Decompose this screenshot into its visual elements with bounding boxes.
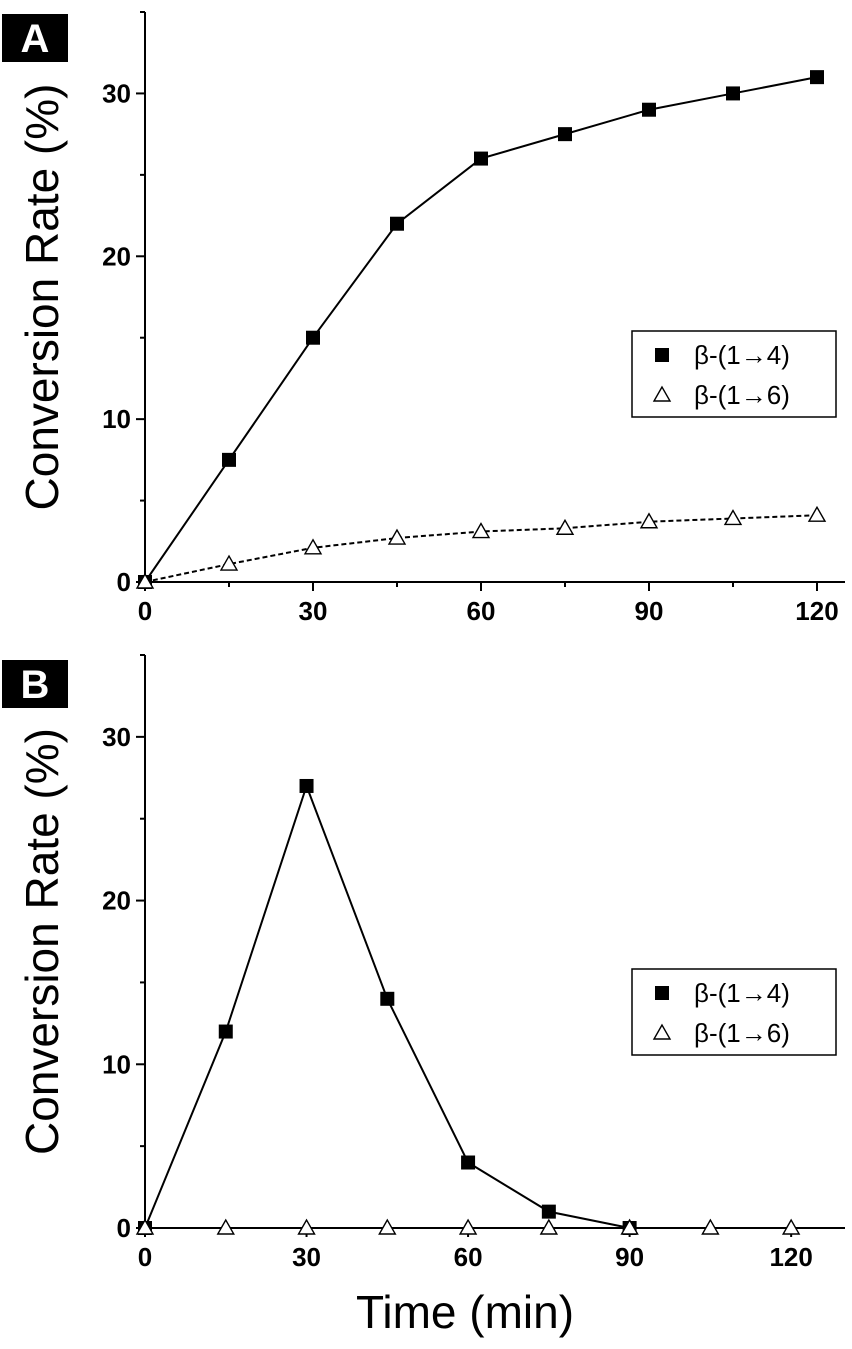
data-point [781, 1218, 801, 1235]
data-point [303, 538, 323, 555]
x-tick-label: 90 [615, 1242, 644, 1272]
legend-marker [652, 385, 672, 402]
legend: β-(1→4) β-(1→6) [631, 330, 837, 418]
panel-badge [2, 14, 68, 62]
data-point [297, 1218, 316, 1235]
panel-b: B 0 10 20 30 0 30 60 90 120 Conversion Rate (%) Tim… [2, 654, 845, 1338]
x-tick-label: 0 [138, 1242, 152, 1272]
legend-box [631, 330, 837, 418]
data-point [474, 151, 488, 166]
panel-a: A 0 10 20 30 0 30 60 90 120 Conversion Rate (%) β-(… [2, 11, 845, 626]
data-point [299, 778, 314, 793]
data-point [135, 572, 155, 589]
legend-box [631, 968, 837, 1056]
x-tick-label: 60 [454, 1242, 483, 1272]
data-point [471, 522, 491, 539]
data-point [378, 1218, 397, 1235]
x-tick-label: 60 [467, 596, 496, 626]
y-tick-label: 20 [102, 886, 131, 916]
y-tick-label: 10 [102, 404, 131, 434]
series-2 [135, 505, 827, 589]
data-point [458, 1218, 478, 1235]
data-point [701, 1218, 720, 1235]
data-point [558, 127, 572, 142]
data-point [555, 518, 575, 535]
x-tick-label: 120 [795, 596, 838, 626]
legend-label: β-(1→6) [694, 1018, 790, 1048]
data-point [216, 1218, 235, 1235]
legend-marker [655, 348, 669, 362]
series-1 [138, 778, 637, 1235]
data-point [539, 1218, 559, 1235]
x-tick-label: 0 [138, 596, 152, 626]
y-tick-label: 30 [102, 722, 131, 752]
data-point [380, 991, 395, 1006]
data-point [541, 1204, 556, 1219]
data-point [390, 216, 404, 231]
legend-marker [652, 1023, 672, 1040]
series-1 [138, 70, 824, 589]
data-point [306, 330, 320, 345]
x-tick-label: 30 [292, 1242, 321, 1272]
y-axis-label: Conversion Rate (%) [16, 728, 68, 1155]
x-tick-label: 90 [635, 596, 664, 626]
series-line [144, 782, 630, 1229]
data-point [387, 528, 407, 545]
x-axis-label: Time (min) [356, 1286, 574, 1338]
data-point [135, 1218, 155, 1235]
y-tick-label: 20 [102, 241, 131, 271]
data-point [723, 509, 743, 526]
x-tick-label: 120 [769, 1242, 812, 1272]
panel-label: B [21, 663, 50, 707]
x-tick-label: 30 [299, 596, 328, 626]
data-point [218, 1024, 233, 1039]
legend-label: β-(1→4) [694, 978, 790, 1008]
data-point [810, 70, 824, 85]
data-point [639, 512, 659, 529]
data-point [807, 505, 827, 522]
data-point [620, 1218, 639, 1235]
panel-badge [2, 660, 68, 708]
legend: β-(1→4) β-(1→6) [631, 968, 837, 1056]
y-tick-label: 0 [117, 567, 131, 597]
panel-label: A [21, 17, 50, 61]
y-tick-label: 30 [102, 78, 131, 108]
data-point [461, 1155, 476, 1170]
data-point [642, 102, 656, 117]
data-point [219, 554, 239, 571]
legend-marker [655, 986, 669, 1000]
data-point [726, 86, 740, 101]
legend-label: β-(1→4) [694, 340, 790, 370]
y-tick-label: 0 [117, 1213, 131, 1243]
data-point [222, 452, 236, 467]
legend-label: β-(1→6) [694, 380, 790, 410]
series-2 [135, 1218, 801, 1235]
y-axis-label: Conversion Rate (%) [16, 84, 68, 511]
y-tick-label: 10 [102, 1049, 131, 1079]
